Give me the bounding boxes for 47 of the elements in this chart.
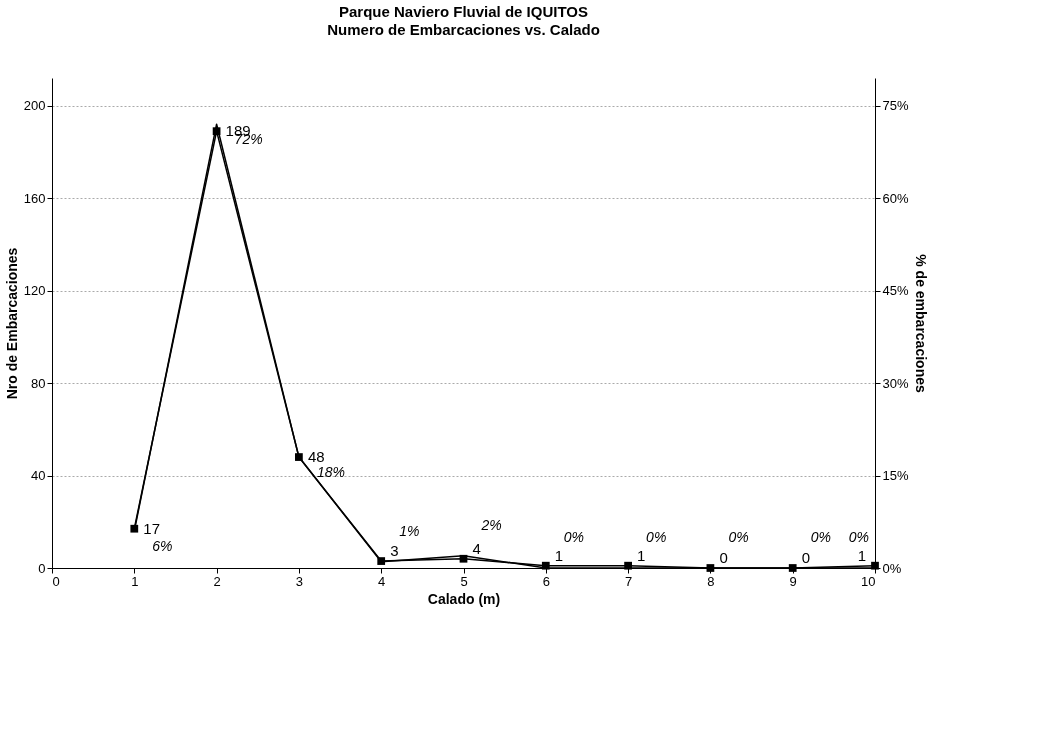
data-label: 0% bbox=[563, 529, 585, 545]
data-label: 1 bbox=[637, 546, 646, 564]
y-axis-title: Nro de Embarcaciones bbox=[3, 247, 20, 400]
data-label: 6% bbox=[152, 538, 173, 555]
y2-axis-title: % de embarcaciones bbox=[912, 254, 929, 393]
chart-subtitle: Numero de Embarcaciones vs. Calado bbox=[327, 21, 600, 38]
y-tick-label: 80 bbox=[31, 375, 46, 391]
y2-tick-label: 45% bbox=[882, 283, 909, 299]
data-label: 1 bbox=[554, 546, 564, 564]
x-tick-label: 10 bbox=[861, 573, 876, 589]
x-tick-label: 0 bbox=[52, 573, 60, 589]
y-tick-label: 200 bbox=[23, 98, 46, 114]
x-tick-label: 5 bbox=[460, 573, 468, 589]
data-label: 1 bbox=[857, 546, 866, 564]
data-label: 3 bbox=[390, 542, 399, 560]
y2-tick-label: 30% bbox=[882, 375, 909, 391]
y-tick-label: 40 bbox=[31, 468, 46, 484]
data-label: 17 bbox=[143, 519, 160, 537]
x-axis-title: Calado (m) bbox=[427, 590, 501, 607]
y-tick-label: 160 bbox=[23, 190, 46, 206]
x-tick-label: 7 bbox=[624, 573, 633, 589]
y2-tick-label: 15% bbox=[882, 468, 909, 484]
x-tick-label: 1 bbox=[131, 573, 139, 589]
data-label: 0 bbox=[801, 549, 811, 566]
data-label: 0% bbox=[848, 529, 869, 545]
data-label: 1% bbox=[399, 522, 420, 539]
data-label: 2% bbox=[480, 516, 502, 533]
data-label: 0 bbox=[719, 549, 728, 566]
x-tick-label: 4 bbox=[378, 573, 386, 589]
y2-tick-label: 60% bbox=[882, 190, 909, 206]
y2-tick-label: 0% bbox=[882, 560, 902, 576]
data-label: 0% bbox=[646, 529, 667, 545]
data-label: 18% bbox=[316, 464, 345, 481]
y-tick-label: 120 bbox=[23, 283, 46, 299]
x-tick-label: 6 bbox=[542, 573, 550, 589]
y2-tick-label: 75% bbox=[882, 98, 909, 114]
y-tick-label: 0 bbox=[38, 560, 46, 576]
x-tick-label: 2 bbox=[213, 573, 221, 589]
chart-title: Parque Naviero Fluvial de IQUITOS bbox=[339, 3, 588, 20]
data-label: 4 bbox=[472, 539, 481, 557]
data-label: 48 bbox=[307, 448, 325, 466]
data-label: 0% bbox=[728, 529, 749, 545]
data-label: 0% bbox=[810, 529, 831, 545]
point bbox=[130, 524, 139, 533]
x-tick-label: 8 bbox=[707, 573, 715, 589]
x-tick-label: 3 bbox=[295, 573, 304, 589]
x-tick-label: 9 bbox=[789, 573, 797, 589]
